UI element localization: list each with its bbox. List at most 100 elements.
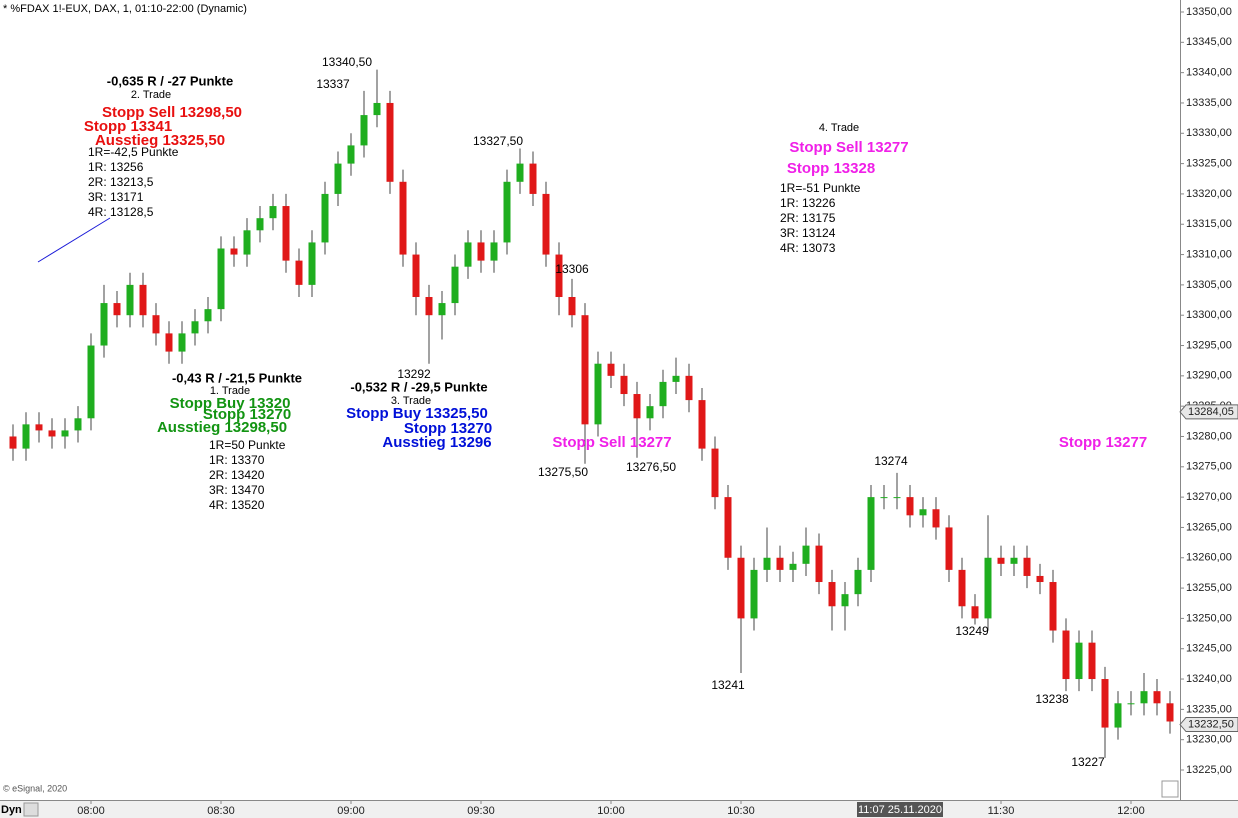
price-label: 13292 bbox=[397, 367, 431, 381]
trade-result: -0,532 R / -29,5 Punkte bbox=[350, 379, 487, 394]
candle-body bbox=[139, 284, 147, 316]
candle-body bbox=[204, 309, 212, 322]
trade-label: 2. Trade bbox=[131, 89, 171, 101]
candle-body bbox=[984, 557, 992, 619]
candle-body bbox=[672, 375, 680, 382]
x-tick-label: 09:00 bbox=[337, 805, 365, 817]
x-tick-label: 10:00 bbox=[597, 805, 625, 817]
y-tick-label: 13270,00 bbox=[1186, 491, 1232, 503]
y-tick-label: 13240,00 bbox=[1186, 673, 1232, 685]
trade-target: 3R: 13470 bbox=[209, 483, 265, 497]
x-tick-label: 11:30 bbox=[988, 805, 1015, 817]
candle-body bbox=[386, 102, 394, 182]
trade-target: 3R: 13124 bbox=[780, 226, 836, 240]
cursor-label: 11:07 25.11.2020 bbox=[858, 804, 942, 816]
candle-body bbox=[919, 509, 927, 516]
price-label: 13275,50 bbox=[538, 465, 588, 479]
trade-result: -0,43 R / -21,5 Punkte bbox=[172, 370, 302, 385]
y-tick-label: 13235,00 bbox=[1186, 703, 1232, 715]
candle-body bbox=[945, 527, 953, 570]
candle-body bbox=[48, 430, 56, 437]
y-tick-label: 13265,00 bbox=[1186, 521, 1232, 533]
candle-body bbox=[9, 436, 17, 449]
trade-target: 1R: 13370 bbox=[209, 453, 265, 467]
x-tick-label: 08:30 bbox=[207, 805, 235, 817]
price-marker-box bbox=[1179, 717, 1238, 733]
candle-body bbox=[295, 260, 303, 285]
candle-body bbox=[607, 363, 615, 376]
price-label: 13227 bbox=[1071, 755, 1105, 769]
candle-body bbox=[633, 394, 641, 419]
candle-body bbox=[1062, 630, 1070, 680]
trade-target: 2R: 13420 bbox=[209, 468, 265, 482]
trade-order: Stopp 13270 bbox=[203, 406, 291, 423]
candle-body bbox=[737, 557, 745, 619]
chart-title: * %FDAX 1!-EUX, DAX, 1, 01:10-22:00 (Dyn… bbox=[3, 3, 247, 15]
candle-body bbox=[100, 303, 108, 346]
y-tick-label: 13305,00 bbox=[1186, 279, 1232, 291]
candle-body bbox=[646, 406, 654, 419]
y-tick-label: 13280,00 bbox=[1186, 430, 1232, 442]
price-label: 13337 bbox=[316, 77, 350, 91]
mode-button[interactable] bbox=[23, 802, 39, 817]
candle-body bbox=[906, 497, 914, 516]
trade-target: 4R: 13520 bbox=[209, 498, 265, 512]
candle-body bbox=[1075, 642, 1083, 680]
candle-body bbox=[1010, 557, 1018, 564]
trade-target: 2R: 13175 bbox=[780, 211, 836, 225]
candle-body bbox=[815, 545, 823, 583]
scroll-button[interactable] bbox=[1161, 780, 1179, 798]
y-tick-label: 13290,00 bbox=[1186, 370, 1232, 382]
trade-order: Stopp Buy 13325,50 bbox=[346, 405, 488, 422]
price-label: 13340,50 bbox=[322, 55, 372, 69]
y-tick-label: 13260,00 bbox=[1186, 552, 1232, 564]
price-label: 13274 bbox=[874, 454, 908, 468]
candle-body bbox=[113, 303, 121, 316]
y-tick-label: 13245,00 bbox=[1186, 643, 1232, 655]
mode-label[interactable]: Dyn bbox=[1, 804, 22, 816]
trade-label: 3. Trade bbox=[391, 395, 431, 407]
trade-order: Stopp 13270 bbox=[404, 420, 492, 437]
y-tick-label: 13330,00 bbox=[1186, 127, 1232, 139]
candle-body bbox=[1101, 679, 1109, 728]
candle-body bbox=[698, 400, 706, 449]
y-tick-label: 13340,00 bbox=[1186, 67, 1232, 79]
trade-order: Stopp 13328 bbox=[787, 160, 875, 177]
candle-body bbox=[1153, 691, 1161, 704]
x-tick-label: 09:30 bbox=[467, 805, 495, 817]
candle-body bbox=[516, 163, 524, 182]
candle-body bbox=[776, 557, 784, 570]
candle-body bbox=[74, 418, 82, 431]
candle-body bbox=[347, 145, 355, 164]
candle-body bbox=[1114, 703, 1122, 728]
y-tick-label: 13325,00 bbox=[1186, 158, 1232, 170]
candle-body bbox=[256, 218, 264, 231]
trade-target: 1R=-42,5 Punkte bbox=[88, 145, 179, 159]
y-tick-label: 13275,00 bbox=[1186, 461, 1232, 473]
trade-target: 3R: 13171 bbox=[88, 190, 144, 204]
trade-target: 1R=-51 Punkte bbox=[780, 181, 861, 195]
candle-body bbox=[1127, 703, 1135, 705]
price-label: 13306 bbox=[555, 262, 589, 276]
price-label: 13276,50 bbox=[626, 460, 676, 474]
trade-order: Stopp Buy 13320 bbox=[170, 395, 291, 412]
candle-body bbox=[789, 563, 797, 570]
trade-target: 4R: 13073 bbox=[780, 241, 836, 255]
candle-body bbox=[1166, 703, 1174, 722]
candle-body bbox=[191, 321, 199, 334]
candle-body bbox=[1023, 557, 1031, 576]
candle-body bbox=[217, 248, 225, 310]
candle-body bbox=[243, 230, 251, 255]
candle-body bbox=[451, 266, 459, 304]
trade-target: 1R: 13256 bbox=[88, 160, 144, 174]
candle-body bbox=[438, 303, 446, 316]
candle-body bbox=[581, 315, 589, 425]
candle-body bbox=[282, 206, 290, 261]
trade-target: 4R: 13128,5 bbox=[88, 205, 154, 219]
price-marker-box bbox=[1179, 404, 1238, 420]
trade-result: -0,635 R / -27 Punkte bbox=[107, 73, 233, 88]
candle-body bbox=[620, 375, 628, 395]
price-label: 13241 bbox=[711, 678, 745, 692]
